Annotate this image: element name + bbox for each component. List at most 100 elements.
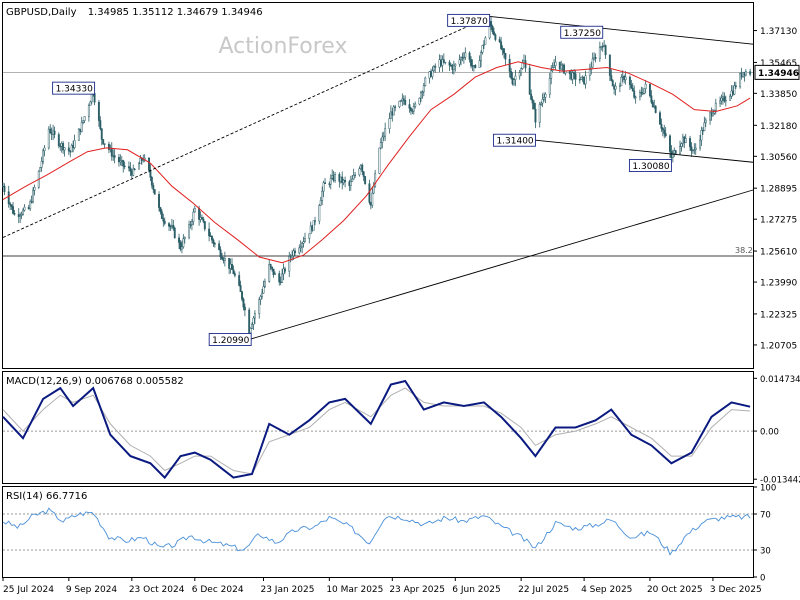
x-tick-label: 22 Jul 2025 [518,585,569,595]
price-annotation-box [628,159,672,172]
candle-body [458,59,461,65]
candle-body [720,97,723,102]
candle-body [20,214,23,216]
candle-body [252,317,255,325]
candle-body [654,105,657,113]
price-tick-label: 1.35465 [760,59,797,69]
candle-body [484,37,487,45]
candle-body [498,39,501,42]
candle-body [159,207,162,213]
price-tick-label: 1.30560 [760,153,797,163]
macd-tick-label: -0.013442 [760,476,800,486]
candle-body [490,21,493,27]
candle-body [664,133,667,137]
candle-body [361,164,364,173]
candle-body [221,256,223,260]
candle-body [99,120,102,129]
candle-body [733,85,736,95]
candle-body [388,118,391,129]
candle-body [684,138,687,144]
candle-body [494,34,497,40]
price-tick-label: 1.37130 [760,27,797,37]
candle-body [122,160,125,167]
candle-body [179,242,182,250]
candle-body [540,102,543,105]
candle-body [163,220,166,224]
candle-body [334,174,337,181]
price-tick-label: 1.20705 [760,341,797,351]
candle-body [699,139,701,149]
candle-body [693,149,696,151]
candle-body [90,93,93,103]
candle-body [504,53,507,60]
candle-body [262,286,265,294]
candle-body [132,168,135,176]
candle-body [358,168,361,176]
candle-body [22,209,24,215]
candle-body [30,201,33,203]
candle-body [680,143,683,147]
candle-body [153,189,156,195]
candle-body [392,106,395,116]
candle-body [618,85,621,87]
candle-body [9,203,12,206]
candle-body [93,93,96,103]
candle-body [304,238,306,243]
price-tick-label: 1.22325 [760,310,797,320]
candle-body [580,76,583,80]
candle-body [550,70,553,79]
candle-body [538,104,541,123]
candle-body [421,91,424,93]
candle-body [462,56,465,59]
candle-body [508,58,511,72]
macd-tick-label: 0.014734 [760,375,800,385]
candle-body [669,135,671,152]
candle-body [641,93,644,95]
candle-body [464,52,467,58]
candle-body [73,140,76,148]
candle-body [253,313,256,319]
macd-line [2,379,751,480]
candle-body [530,93,533,100]
candle-body [7,191,10,205]
moving-average-line [2,61,751,264]
candle-body [49,128,52,133]
chart-header: GBPUSD,Daily 1.34985 1.35112 1.34679 1.3… [6,7,263,18]
x-tick-label: 25 Jul 2024 [3,585,54,595]
candle-body [47,128,50,149]
candle-body [233,273,236,276]
candle-body [749,71,752,75]
candle-body [302,241,305,244]
candle-body [633,90,636,98]
price-tick-label: 1.32180 [760,122,797,132]
candle-body [734,85,737,88]
candle-body [103,143,106,145]
candle-body [412,106,415,112]
candle-body [182,238,185,248]
candle-body [491,26,494,32]
candle-body [419,92,422,99]
candle-body [97,101,100,121]
candle-body [77,128,80,141]
price-tick-label: 1.27275 [760,216,797,226]
candle-body [178,237,180,243]
candle-body [634,96,637,98]
macd-tick-label: 0.00 [760,428,779,438]
candle-body [448,61,451,66]
candle-body [67,147,70,152]
candle-body [33,187,36,191]
candle-body [492,31,495,35]
price-annotation-box [560,25,604,39]
candle-body [239,285,242,292]
candle-body [212,239,215,244]
candle-body [138,163,140,170]
candle-body [160,211,163,219]
candle-body [259,296,262,300]
candle-body [553,65,555,68]
candle-body [744,71,747,76]
candle-body [608,54,611,76]
candle-body [228,257,231,269]
candle-body [399,100,402,102]
candle-body [113,155,116,158]
candle-body [329,177,332,185]
